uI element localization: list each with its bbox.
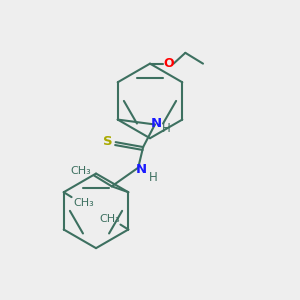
Text: CH₃: CH₃	[73, 198, 94, 208]
Text: O: O	[163, 57, 174, 70]
Text: CH₃: CH₃	[99, 214, 120, 224]
Text: N: N	[136, 163, 147, 176]
Text: CH₃: CH₃	[70, 166, 91, 176]
Text: H: H	[162, 122, 171, 135]
Text: H: H	[148, 171, 157, 184]
Text: S: S	[103, 135, 112, 148]
Text: N: N	[150, 117, 161, 130]
